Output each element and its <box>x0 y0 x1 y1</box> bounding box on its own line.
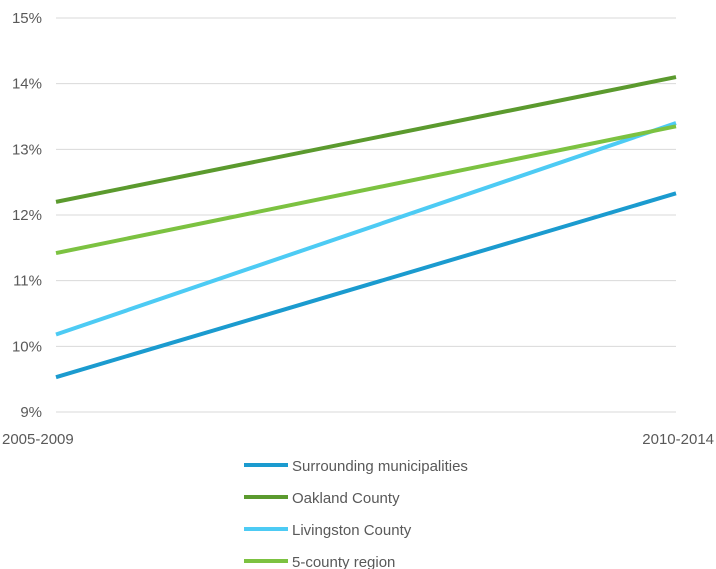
series-lines <box>55 75 677 380</box>
legend-item-livingston-county: Livingston County <box>244 522 412 539</box>
y-tick-label: 12% <box>12 207 42 224</box>
series-line-livingston-county <box>55 121 677 337</box>
y-tick-label: 13% <box>12 141 42 158</box>
y-tick-label: 10% <box>12 338 42 355</box>
y-tick-label: 14% <box>12 76 42 93</box>
legend: Surrounding municipalities Oakland County… <box>244 458 468 569</box>
y-tick-label: 15% <box>12 10 42 27</box>
legend-item-oakland-county: Oakland County <box>244 490 400 507</box>
legend-item-5-county-region: 5-county region <box>244 554 395 569</box>
y-axis-tick-labels: 9% 10% 11% 12% 13% 14% 15% <box>12 10 42 421</box>
gridlines <box>56 17 676 413</box>
y-tick-label: 9% <box>20 404 42 421</box>
legend-label: Livingston County <box>292 522 412 539</box>
series-line-surrounding-municipalities <box>55 191 677 380</box>
x-tick-label: 2005-2009 <box>2 431 74 448</box>
legend-item-surrounding-municipalities: Surrounding municipalities <box>244 458 468 475</box>
series-line-5-county-region <box>55 124 677 256</box>
legend-label: Surrounding municipalities <box>292 458 468 475</box>
series-line-oakland-county <box>55 75 677 204</box>
x-tick-label: 2010-2014 <box>642 431 714 448</box>
legend-label: Oakland County <box>292 490 400 507</box>
x-axis-tick-labels: 2005-2009 2010-2014 <box>2 431 714 448</box>
y-tick-label: 11% <box>13 273 42 290</box>
legend-label: 5-county region <box>292 554 395 569</box>
